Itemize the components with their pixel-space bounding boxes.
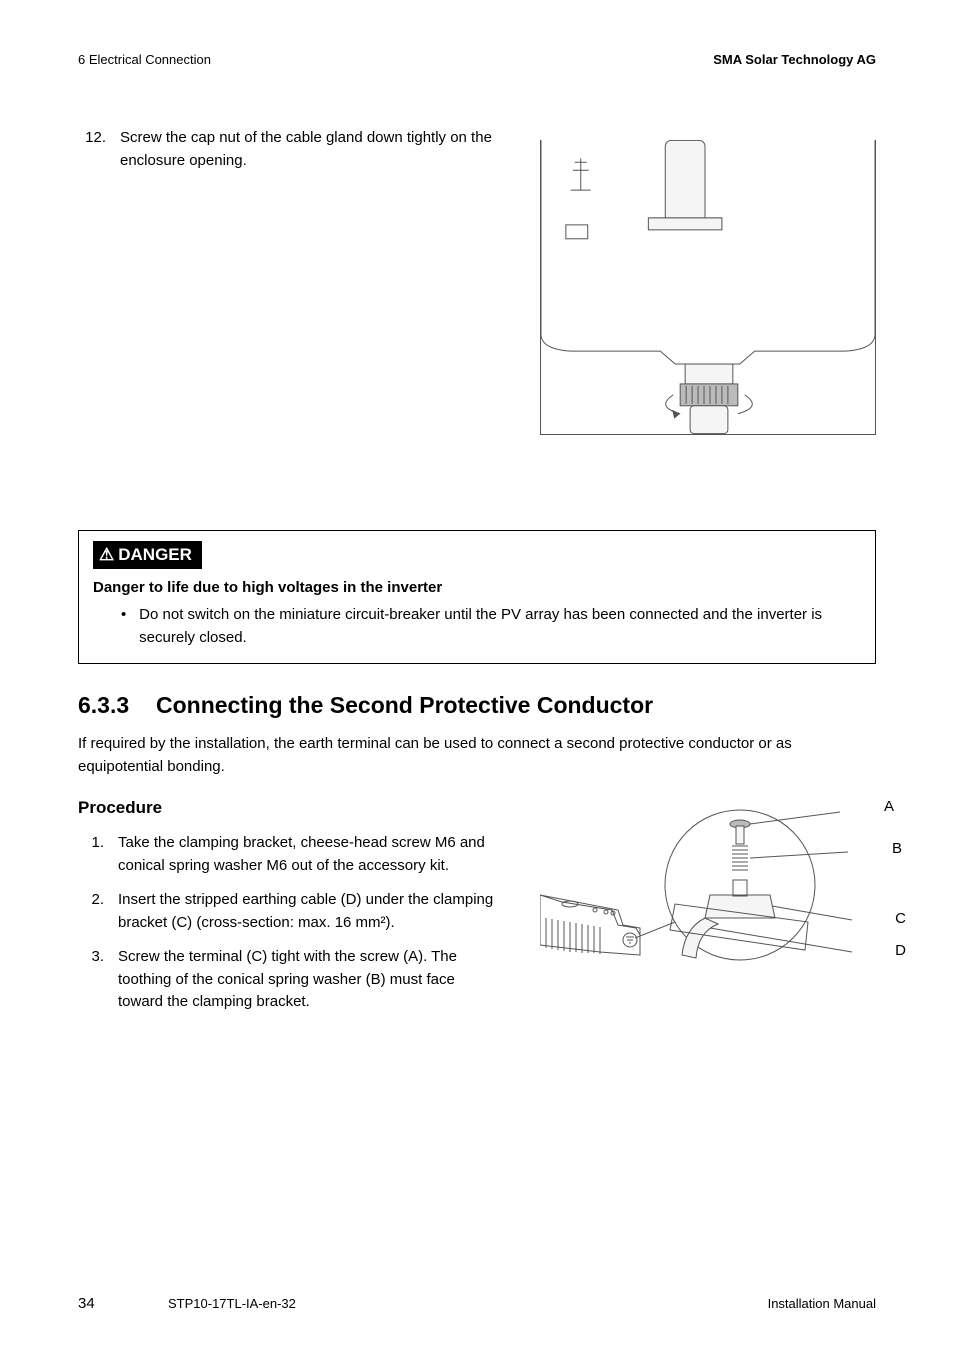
step-number: 1.	[78, 832, 118, 877]
section-title: Connecting the Second Protective Conduct…	[156, 692, 653, 718]
section-number: 6.3.3	[78, 692, 156, 719]
step-text: Screw the terminal (C) tight with the sc…	[118, 946, 498, 1014]
step-number: 12.	[78, 127, 120, 172]
danger-title: Danger to life due to high voltages in t…	[93, 579, 861, 596]
page-number: 34	[78, 1295, 168, 1312]
step-text: Insert the stripped earthing cable (D) u…	[118, 889, 498, 934]
section-heading: 6.3.3Connecting the Second Protective Co…	[78, 692, 876, 719]
step-number: 2.	[78, 889, 118, 934]
bullet-dot: •	[121, 604, 139, 649]
page-header: 6 Electrical Connection SMA Solar Techno…	[78, 52, 876, 67]
step-text: Screw the cap nut of the cable gland dow…	[120, 127, 500, 172]
header-section: 6 Electrical Connection	[78, 52, 211, 67]
step-number: 3.	[78, 946, 118, 1014]
page-footer: 34 STP10-17TL-IA-en-32 Installation Manu…	[78, 1295, 876, 1312]
danger-bullet-text: Do not switch on the miniature circuit-b…	[139, 604, 861, 649]
document-id: STP10-17TL-IA-en-32	[168, 1296, 768, 1311]
danger-bullet: • Do not switch on the miniature circuit…	[93, 604, 861, 649]
manual-label: Installation Manual	[768, 1296, 876, 1311]
figure-label-d: D	[895, 942, 906, 959]
danger-badge: ⚠DANGER	[93, 541, 202, 569]
figure-label-a: A	[884, 798, 894, 815]
danger-box: ⚠DANGER Danger to life due to high volta…	[78, 530, 876, 664]
figure-label-b: B	[892, 840, 902, 857]
header-company: SMA Solar Technology AG	[713, 52, 876, 67]
section-intro: If required by the installation, the ear…	[78, 733, 876, 778]
warning-icon: ⚠	[99, 545, 114, 564]
figure-cable-gland	[540, 140, 876, 435]
step-text: Take the clamping bracket, cheese-head s…	[118, 832, 498, 877]
danger-label: DANGER	[118, 545, 192, 564]
figure-protective-conductor	[540, 800, 876, 990]
figure-label-c: C	[895, 910, 906, 927]
